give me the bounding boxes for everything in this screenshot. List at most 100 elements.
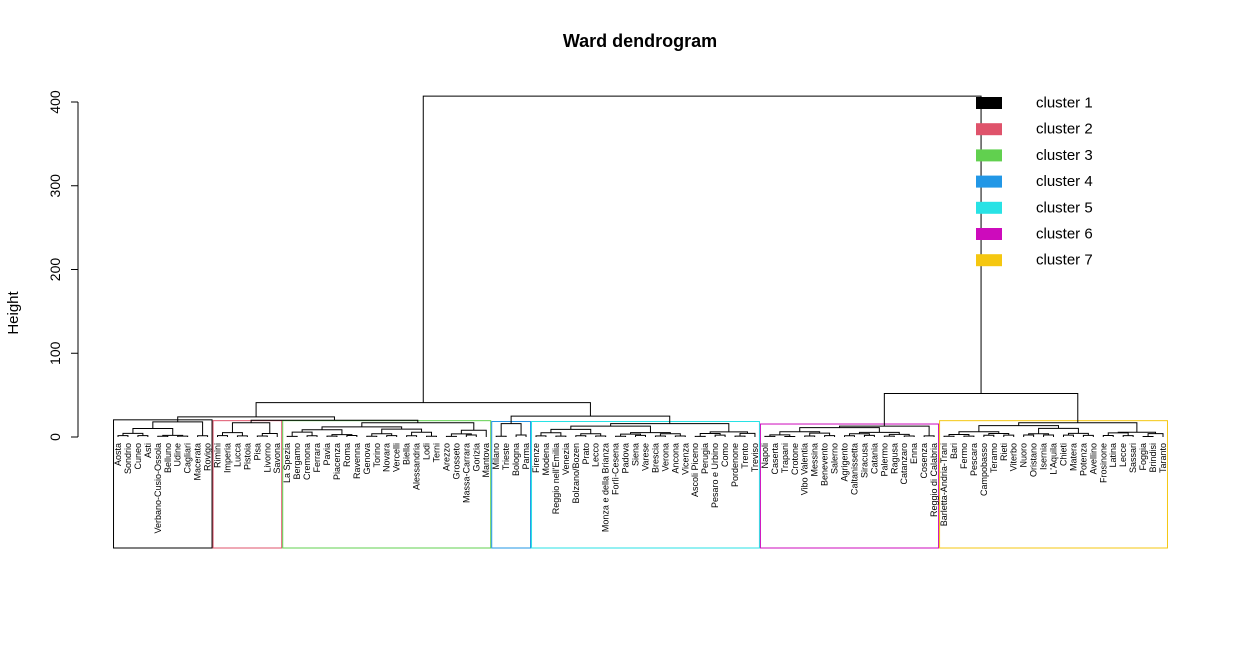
merge-2-1-18 bbox=[465, 434, 477, 437]
leaf-label: Avellino bbox=[1088, 443, 1098, 474]
merge-5-1-0 bbox=[764, 435, 776, 437]
cluster-box-4 bbox=[491, 421, 532, 549]
merge-1-2-0 bbox=[222, 432, 243, 436]
merge-1-1-2 bbox=[236, 435, 248, 437]
leaf-label: Bologna bbox=[511, 443, 521, 476]
leaf-label: Pistoia bbox=[242, 443, 252, 470]
merge-6-1-0 bbox=[943, 435, 955, 437]
leaf-label: Como bbox=[720, 443, 730, 467]
merge-5-1-4 bbox=[804, 435, 816, 437]
merge-6-2-4 bbox=[1028, 433, 1050, 436]
merge-2-1-4 bbox=[326, 435, 338, 437]
cluster-box-1 bbox=[113, 419, 213, 549]
merge-0-2-0 bbox=[122, 432, 144, 436]
leaf-label: Piacenza bbox=[332, 443, 342, 480]
legend-label-6: cluster 6 bbox=[1036, 226, 1093, 243]
merge-4-1-10 bbox=[635, 434, 646, 437]
merge-4-1-12 bbox=[654, 435, 666, 437]
merge-6-1-4 bbox=[983, 434, 995, 437]
cluster-box-7 bbox=[939, 420, 1168, 549]
merge-3-1-2 bbox=[515, 434, 527, 437]
merge-6-5-0 bbox=[1018, 422, 1138, 433]
y-tick-label-100: 100 bbox=[47, 341, 63, 365]
y-tick-label-0: 0 bbox=[47, 433, 63, 441]
merge-1-1-0 bbox=[217, 435, 228, 437]
leaf-label: Rimini bbox=[213, 443, 223, 468]
legend-swatch-2 bbox=[976, 123, 1002, 136]
leaf-label: Nuoro bbox=[1019, 443, 1029, 468]
y-tick-label-400: 400 bbox=[47, 90, 63, 114]
leaf-label: Rieti bbox=[999, 443, 1009, 461]
leaf-label: Barletta-Andria-Trani bbox=[939, 443, 949, 526]
merge-6-1-16 bbox=[1102, 434, 1114, 437]
leaf-label: Cremona bbox=[302, 443, 312, 480]
leaf-label: Vercelli bbox=[392, 443, 402, 472]
merge-2-3-4 bbox=[460, 429, 487, 437]
merge-2-1-16 bbox=[445, 435, 457, 437]
merge-2-2-8 bbox=[450, 433, 472, 437]
merge-4-1-6 bbox=[595, 435, 607, 437]
leaf-label: L'Aquila bbox=[1049, 443, 1059, 475]
leaf-label: Pordenone bbox=[730, 443, 740, 487]
merge-4-5-0 bbox=[610, 423, 730, 432]
leaf-label: Perugia bbox=[700, 443, 710, 474]
merge-2-1-2 bbox=[306, 435, 318, 437]
leaf-label: Siracusa bbox=[859, 443, 869, 478]
merge-0-2-2 bbox=[162, 434, 184, 437]
leaf-label: Ravenna bbox=[352, 443, 362, 479]
leaf-label: Lecco bbox=[591, 443, 601, 467]
leaf-label: Messina bbox=[810, 443, 820, 477]
legend-swatch-7 bbox=[976, 254, 1002, 267]
leaf-label: Vicenza bbox=[680, 443, 690, 475]
merge-6-1-10 bbox=[1043, 434, 1055, 437]
leaf-label: Padova bbox=[621, 443, 631, 474]
leaf-label: Verona bbox=[660, 443, 670, 472]
leaf-label: Udine bbox=[173, 443, 183, 467]
leaf-label: Brindisi bbox=[1148, 443, 1158, 473]
leaf-label: Arezzo bbox=[441, 443, 451, 471]
leaf-label: Prato bbox=[581, 443, 591, 465]
leaf-label: Pesaro e Urbino bbox=[710, 443, 720, 508]
leaf-label: Pisa bbox=[252, 443, 262, 461]
y-tick-label-300: 300 bbox=[47, 174, 63, 198]
leaf-label: Catania bbox=[869, 443, 879, 474]
legend-swatch-5 bbox=[976, 201, 1002, 214]
merge-6-1-8 bbox=[1023, 434, 1035, 437]
merge-4-4-0 bbox=[570, 425, 651, 433]
leaf-label: Oristano bbox=[1029, 443, 1039, 477]
leaf-label: Torino bbox=[372, 443, 382, 468]
merge-5-1-10 bbox=[863, 434, 875, 437]
leaf-label: Cosenza bbox=[919, 443, 929, 479]
leaf-label: Viterbo bbox=[1009, 443, 1019, 471]
leaf-label: Sassari bbox=[1128, 443, 1138, 473]
leaf-label: Forlì-Cesena bbox=[611, 443, 621, 495]
leaf-label: Bolzano/Bozen bbox=[571, 443, 581, 504]
leaf-label: Pavia bbox=[322, 443, 332, 466]
leaf-label: Isernia bbox=[1039, 443, 1049, 470]
leaf-label: Fermo bbox=[959, 443, 969, 469]
leaf-label: Trieste bbox=[501, 443, 511, 470]
leaf-label: Catanzaro bbox=[899, 443, 909, 485]
legend-swatch-1 bbox=[976, 97, 1002, 109]
merge-5-1-12 bbox=[883, 435, 895, 437]
merge-6-1-12 bbox=[1062, 434, 1074, 437]
merge-5-1-14 bbox=[903, 435, 915, 437]
leaf-label: Taranto bbox=[1158, 443, 1168, 473]
leaf-label: Alessandria bbox=[412, 443, 422, 490]
leaf-label: Treviso bbox=[750, 443, 760, 472]
leaf-label: Vibo Valentia bbox=[800, 443, 810, 495]
leaf-label: Grosseto bbox=[451, 443, 461, 480]
legend-swatch-3 bbox=[976, 149, 1002, 162]
merge-4-1-16 bbox=[694, 435, 706, 437]
leaf-label: Mantova bbox=[481, 443, 491, 478]
merge-2-2-4 bbox=[371, 433, 393, 437]
cluster-box-6 bbox=[759, 423, 940, 549]
merge-2-5-0 bbox=[361, 422, 475, 431]
leaf-label: Potenza bbox=[1078, 443, 1088, 476]
leaf-label: Roma bbox=[342, 443, 352, 467]
legend-label-2: cluster 2 bbox=[1036, 121, 1093, 138]
merge-4-1-8 bbox=[615, 435, 627, 437]
merge-4-1-14 bbox=[674, 435, 686, 437]
merge-0-1-4 bbox=[157, 435, 169, 437]
